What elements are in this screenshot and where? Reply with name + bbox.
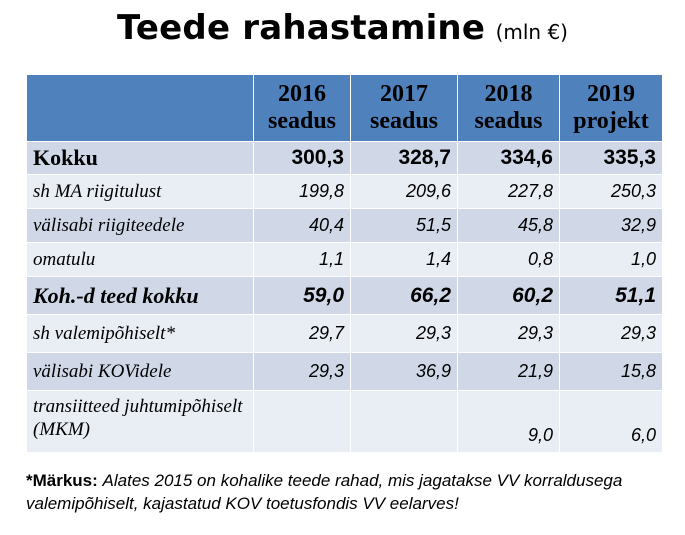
header-status: seadus bbox=[474, 108, 543, 134]
row-omatulu: omatulu 1,1 1,4 0,8 1,0 bbox=[26, 242, 663, 277]
page-title: Teede rahastamine (mln €) bbox=[0, 8, 685, 48]
header-status: seadus bbox=[267, 108, 337, 134]
row-ma-riigitulust: sh MA riigitulust 199,8 209,6 227,8 250,… bbox=[26, 174, 663, 209]
row-label: välisabi KOVidele bbox=[26, 352, 254, 391]
cell-value: 199,8 bbox=[253, 174, 351, 209]
cell-value: 45,8 bbox=[457, 208, 560, 243]
cell-value: 66,2 bbox=[350, 276, 458, 315]
header-status: projekt bbox=[573, 108, 649, 134]
title-unit: (mln €) bbox=[495, 20, 568, 44]
cell-value: 29,7 bbox=[253, 314, 351, 353]
cell-value: 21,9 bbox=[457, 352, 560, 391]
cell-value: 51,5 bbox=[350, 208, 458, 243]
header-2017: 2017 seadus bbox=[350, 74, 458, 142]
title-text: Teede rahastamine bbox=[117, 8, 486, 48]
cell-value: 51,1 bbox=[559, 276, 663, 315]
cell-value: 9,0 bbox=[457, 390, 560, 453]
header-year: 2018 bbox=[484, 81, 533, 107]
cell-value: 32,9 bbox=[559, 208, 663, 243]
funding-table: 2016 seadus 2017 seadus 2018 seadus 2019 pro… bbox=[26, 74, 663, 453]
row-label: sh MA riigitulust bbox=[26, 174, 254, 209]
cell-value: 15,8 bbox=[559, 352, 663, 391]
footnote: *Märkus: Alates 2015 on kohalike teede r… bbox=[26, 469, 666, 515]
cell-value: 1,1 bbox=[253, 242, 351, 277]
header-year: 2019 bbox=[587, 81, 635, 107]
header-2018: 2018 seadus bbox=[457, 74, 560, 142]
row-label: omatulu bbox=[26, 242, 254, 277]
row-label: välisabi riigiteedele bbox=[26, 208, 254, 243]
cell-value: 6,0 bbox=[559, 390, 663, 453]
row-koh-teed-kokku: Koh.-d teed kokku 59,0 66,2 60,2 51,1 bbox=[26, 276, 663, 315]
cell-value: 0,8 bbox=[457, 242, 560, 277]
header-2019: 2019 projekt bbox=[559, 74, 663, 142]
row-label: Koh.-d teed kokku bbox=[26, 276, 254, 315]
row-transiitteed: transiitteed juhtumipõhiselt (MKM) 9,0 6… bbox=[26, 390, 663, 453]
cell-value: 227,8 bbox=[457, 174, 560, 209]
header-year: 2017 bbox=[380, 81, 428, 107]
cell-value: 209,6 bbox=[350, 174, 458, 209]
row-valisabi-kovidele: välisabi KOVidele 29,3 36,9 21,9 15,8 bbox=[26, 352, 663, 391]
cell-value bbox=[253, 390, 351, 453]
cell-value: 300,3 bbox=[253, 141, 351, 175]
header-corner bbox=[26, 74, 254, 142]
row-label: transiitteed juhtumipõhiselt (MKM) bbox=[26, 390, 254, 453]
cell-value: 328,7 bbox=[350, 141, 458, 175]
cell-value: 36,9 bbox=[350, 352, 458, 391]
cell-value: 40,4 bbox=[253, 208, 351, 243]
row-kokku: Kokku 300,3 328,7 334,6 335,3 bbox=[26, 141, 663, 175]
cell-value: 29,3 bbox=[559, 314, 663, 353]
row-valisabi-riigiteedele: välisabi riigiteedele 40,4 51,5 45,8 32,… bbox=[26, 208, 663, 243]
cell-value: 1,0 bbox=[559, 242, 663, 277]
footnote-label: *Märkus: bbox=[26, 471, 98, 490]
cell-value: 250,3 bbox=[559, 174, 663, 209]
footnote-text: Alates 2015 on kohalike teede rahad, mis… bbox=[26, 471, 623, 513]
header-year: 2016 bbox=[278, 81, 326, 107]
row-valemipohiselt: sh valemipõhiselt* 29,7 29,3 29,3 29,3 bbox=[26, 314, 663, 353]
cell-value: 1,4 bbox=[350, 242, 458, 277]
cell-value: 335,3 bbox=[559, 141, 663, 175]
cell-value bbox=[350, 390, 458, 453]
header-2016: 2016 seadus bbox=[253, 74, 351, 142]
cell-value: 59,0 bbox=[253, 276, 351, 315]
header-status: seadus bbox=[369, 108, 439, 134]
cell-value: 334,6 bbox=[457, 141, 560, 175]
cell-value: 60,2 bbox=[457, 276, 560, 315]
row-label: sh valemipõhiselt* bbox=[26, 314, 254, 353]
cell-value: 29,3 bbox=[457, 314, 560, 353]
cell-value: 29,3 bbox=[253, 352, 351, 391]
cell-value: 29,3 bbox=[350, 314, 458, 353]
row-label: Kokku bbox=[26, 141, 254, 175]
header-row: 2016 seadus 2017 seadus 2018 seadus 2019 pro… bbox=[26, 74, 663, 142]
